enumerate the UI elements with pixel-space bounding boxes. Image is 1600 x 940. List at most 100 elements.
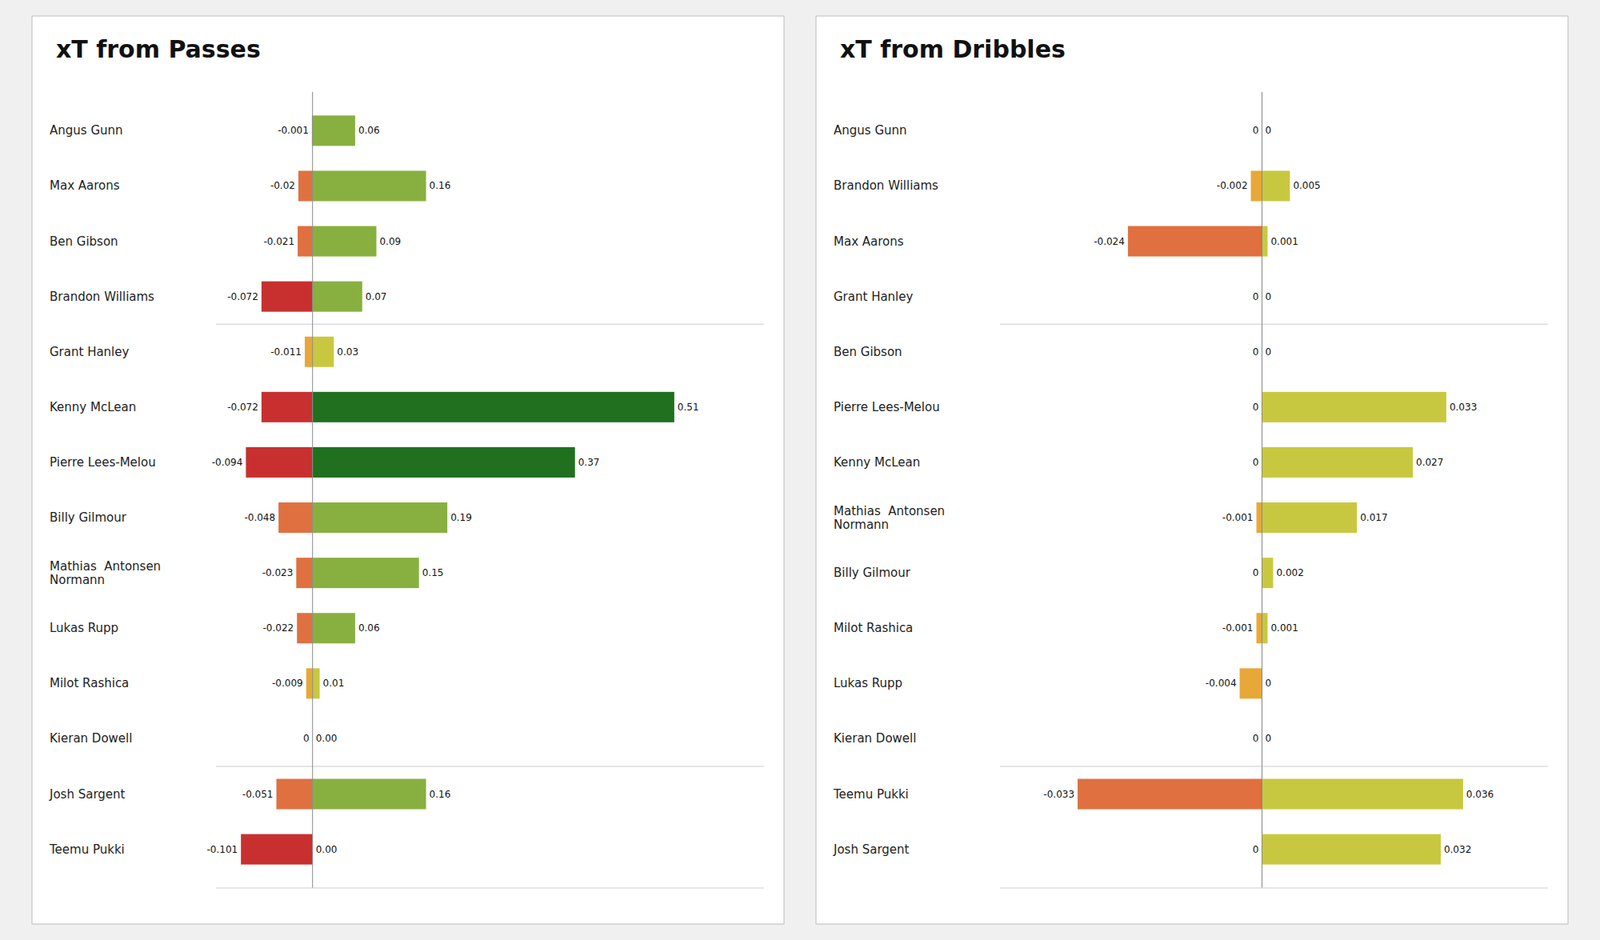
bar (261, 392, 313, 423)
section-divider (216, 765, 764, 767)
data-label: 0.002 (1276, 567, 1304, 579)
chart-panel: xT from Dribbles Angus Gunn Brandon Willia… (816, 16, 1568, 924)
data-label: 0.37 (578, 456, 600, 468)
category-label: Angus Gunn (833, 123, 908, 138)
bar (1261, 834, 1440, 865)
figure: xT from PassesAngus GunnMax AaronsBen Gi… (0, 0, 1600, 940)
data-label: -0.004 (1205, 677, 1237, 689)
bar (1261, 502, 1357, 533)
bars (1077, 170, 1464, 864)
bar (312, 502, 448, 533)
data-label: 0 (1264, 291, 1272, 303)
category-label: Ben Gibson (833, 344, 903, 360)
data-label: 0 (1252, 567, 1260, 579)
category-label: Josh Sargent (832, 842, 910, 857)
data-label: -0.024 (1093, 236, 1125, 248)
bar (312, 281, 363, 312)
category-label: Billy Gilmour (833, 565, 912, 580)
bar (304, 336, 313, 368)
panel-background (816, 16, 1568, 924)
category-label: Milot Rashica (49, 676, 129, 691)
bars (240, 115, 675, 864)
data-label: -0.072 (227, 291, 259, 303)
bar (1240, 668, 1263, 699)
bar (296, 612, 313, 644)
category-label: Teemu Pukki (48, 842, 125, 857)
bar (312, 392, 675, 423)
category-label: Ben Gibson (49, 234, 119, 249)
data-label: -0.001 (277, 124, 309, 136)
bar (1261, 447, 1413, 478)
data-label: 0.16 (429, 788, 452, 800)
bar (312, 779, 427, 810)
category-label: Mathias AntonsenNormann (49, 559, 161, 588)
category-label: Grant Hanley (833, 289, 914, 304)
data-label: 0.03 (336, 346, 359, 358)
bar (1077, 779, 1262, 810)
category-label: Brandon Williams (833, 178, 939, 193)
bar (298, 170, 313, 201)
data-label: -0.033 (1043, 788, 1075, 800)
section-divider (1000, 324, 1548, 325)
bar (261, 281, 313, 312)
data-label: 0.06 (358, 124, 380, 136)
category-label: Angus Gunn (49, 123, 124, 138)
bar (276, 779, 312, 810)
bar (245, 447, 312, 478)
data-label: 0.00 (316, 732, 338, 744)
bar (278, 502, 313, 533)
background (0, 0, 1600, 940)
data-label: 0.01 (323, 677, 345, 689)
category-label: Kenny McLean (833, 455, 920, 470)
data-label: 0.017 (1360, 512, 1388, 524)
category-label: Lukas Rupp (49, 620, 119, 636)
bar (1256, 502, 1263, 533)
data-label: 0 (1264, 346, 1272, 358)
bar (240, 834, 313, 865)
bar (1256, 612, 1263, 644)
section-divider (1000, 765, 1548, 767)
data-label: 0.027 (1416, 456, 1444, 468)
category-label: Brandon Williams (49, 289, 155, 304)
data-label: -0.021 (263, 236, 295, 248)
bar (312, 557, 420, 588)
data-label: 0 (1252, 346, 1260, 358)
bar (296, 557, 312, 588)
bar (1128, 226, 1263, 257)
bar (306, 668, 313, 699)
data-label: 0.00 (316, 844, 338, 856)
category-label: Max Aarons (49, 178, 120, 193)
x-axis-line (1000, 888, 1548, 889)
zero-line (1261, 92, 1263, 888)
data-label: 0.001 (1270, 622, 1298, 634)
data-label: 0.19 (450, 512, 472, 524)
data-label: -0.048 (244, 512, 276, 524)
data-label: 0.001 (1270, 236, 1298, 248)
data-label: 0.15 (422, 567, 444, 579)
bar (1261, 779, 1463, 810)
data-label: -0.051 (242, 788, 274, 800)
data-label: 0 (1264, 124, 1272, 136)
data-label: -0.009 (272, 677, 304, 689)
bar (312, 115, 356, 146)
chart-panel: xT from PassesAngus GunnMax AaronsBen Gi… (32, 16, 784, 924)
data-label: -0.022 (263, 622, 295, 634)
category-label: Billy Gilmour (49, 510, 128, 525)
data-label: 0 (1264, 677, 1272, 689)
data-label: -0.072 (227, 401, 259, 413)
bar (1261, 170, 1290, 201)
bar (312, 612, 356, 644)
bar (1261, 226, 1268, 257)
data-label: 0 (1252, 124, 1260, 136)
bar (312, 170, 427, 201)
data-label: 0.005 (1292, 180, 1320, 192)
data-label: 0.06 (358, 622, 380, 634)
data-label: 0 (1252, 844, 1260, 856)
chart-title: xT from Dribbles (840, 35, 1066, 64)
data-label: 0.036 (1466, 788, 1494, 800)
bar (1261, 392, 1446, 423)
data-label: 0.09 (379, 236, 401, 248)
data-label: 0 (1252, 732, 1260, 744)
data-label: 0.032 (1444, 844, 1472, 856)
data-label: 0.033 (1449, 401, 1477, 413)
